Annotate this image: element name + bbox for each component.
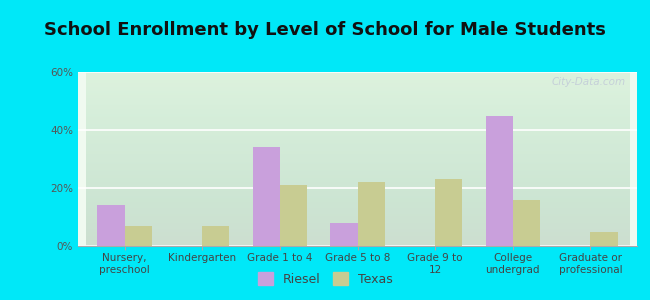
Bar bbox=[202, 226, 229, 246]
Bar bbox=[280, 185, 307, 246]
Bar bbox=[590, 232, 618, 246]
Bar bbox=[486, 116, 513, 246]
Bar bbox=[435, 179, 462, 246]
Legend: Riesel, Texas: Riesel, Texas bbox=[252, 267, 398, 291]
Bar bbox=[125, 226, 151, 246]
Bar bbox=[330, 223, 358, 246]
Text: School Enrollment by Level of School for Male Students: School Enrollment by Level of School for… bbox=[44, 21, 606, 39]
Bar bbox=[253, 147, 280, 246]
Text: City-Data.com: City-Data.com bbox=[552, 77, 626, 87]
Bar bbox=[513, 200, 540, 246]
Bar bbox=[358, 182, 385, 246]
Bar bbox=[98, 206, 125, 246]
